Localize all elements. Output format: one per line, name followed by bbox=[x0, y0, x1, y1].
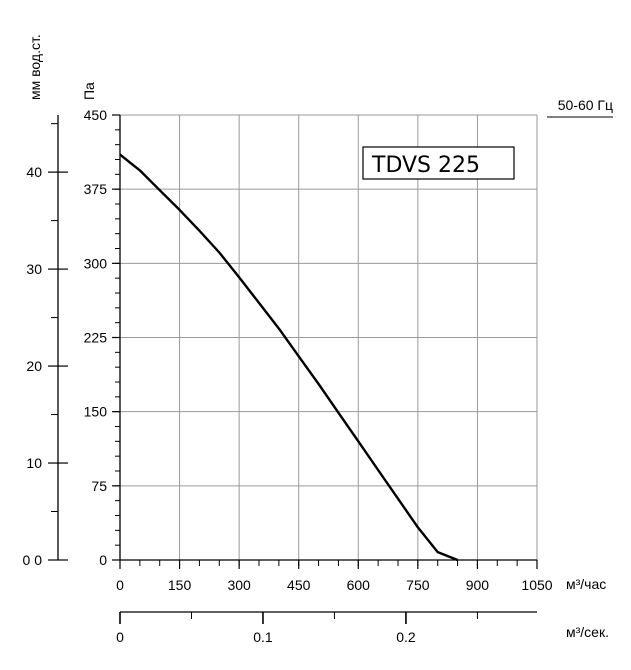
y2-axis-unit-mm: мм вод.ст. bbox=[27, 34, 43, 100]
title-box bbox=[362, 146, 515, 180]
y2-tick-label: 10 bbox=[26, 455, 42, 471]
x2-tick-label: 0.2 bbox=[396, 629, 416, 645]
tick-labels: 0 150 300 450 600 750 900 105007515022530037545… bbox=[23, 107, 553, 645]
y-tick-label: 300 bbox=[84, 255, 108, 271]
frequency-label: 50-60 Гц bbox=[558, 97, 613, 113]
y-tick-label: 150 bbox=[84, 404, 108, 420]
y-tick-label: 450 bbox=[84, 107, 108, 123]
y2-tick-label: 30 bbox=[26, 261, 42, 277]
y-tick-label: 75 bbox=[91, 478, 107, 494]
y-tick-label: 375 bbox=[84, 181, 108, 197]
y2-tick-label: 0 0 bbox=[23, 552, 43, 568]
x-tick-label: 0 bbox=[116, 577, 124, 593]
chart-title: TDVS 225 bbox=[371, 153, 480, 178]
x-tick-label: 300 bbox=[227, 577, 251, 593]
x-tick-label: 450 bbox=[287, 577, 311, 593]
y2-tick-label: 40 bbox=[26, 164, 42, 180]
y-tick-label: 225 bbox=[84, 330, 108, 346]
x-tick-label: 750 bbox=[406, 577, 430, 593]
x-axis-unit-m3-hour: м³/час bbox=[566, 576, 606, 592]
performance-curve bbox=[119, 153, 459, 562]
x-tick-label: 900 bbox=[466, 577, 490, 593]
x-tick-label: 600 bbox=[347, 577, 371, 593]
grid bbox=[120, 114, 538, 560]
minor-ticks bbox=[51, 114, 538, 619]
x2-axis-unit-m3-sec: м³/сек. bbox=[566, 624, 609, 640]
y-tick-label: 0 bbox=[99, 552, 107, 568]
series bbox=[119, 153, 459, 562]
x-tick-label: 1050 bbox=[521, 577, 552, 593]
x2-tick-label: 0.1 bbox=[253, 629, 273, 645]
y2-tick-label: 20 bbox=[26, 358, 42, 374]
y-axis-unit-pa: Па bbox=[81, 82, 97, 100]
x2-tick-label: 0 bbox=[116, 629, 124, 645]
x-tick-label: 150 bbox=[168, 577, 192, 593]
